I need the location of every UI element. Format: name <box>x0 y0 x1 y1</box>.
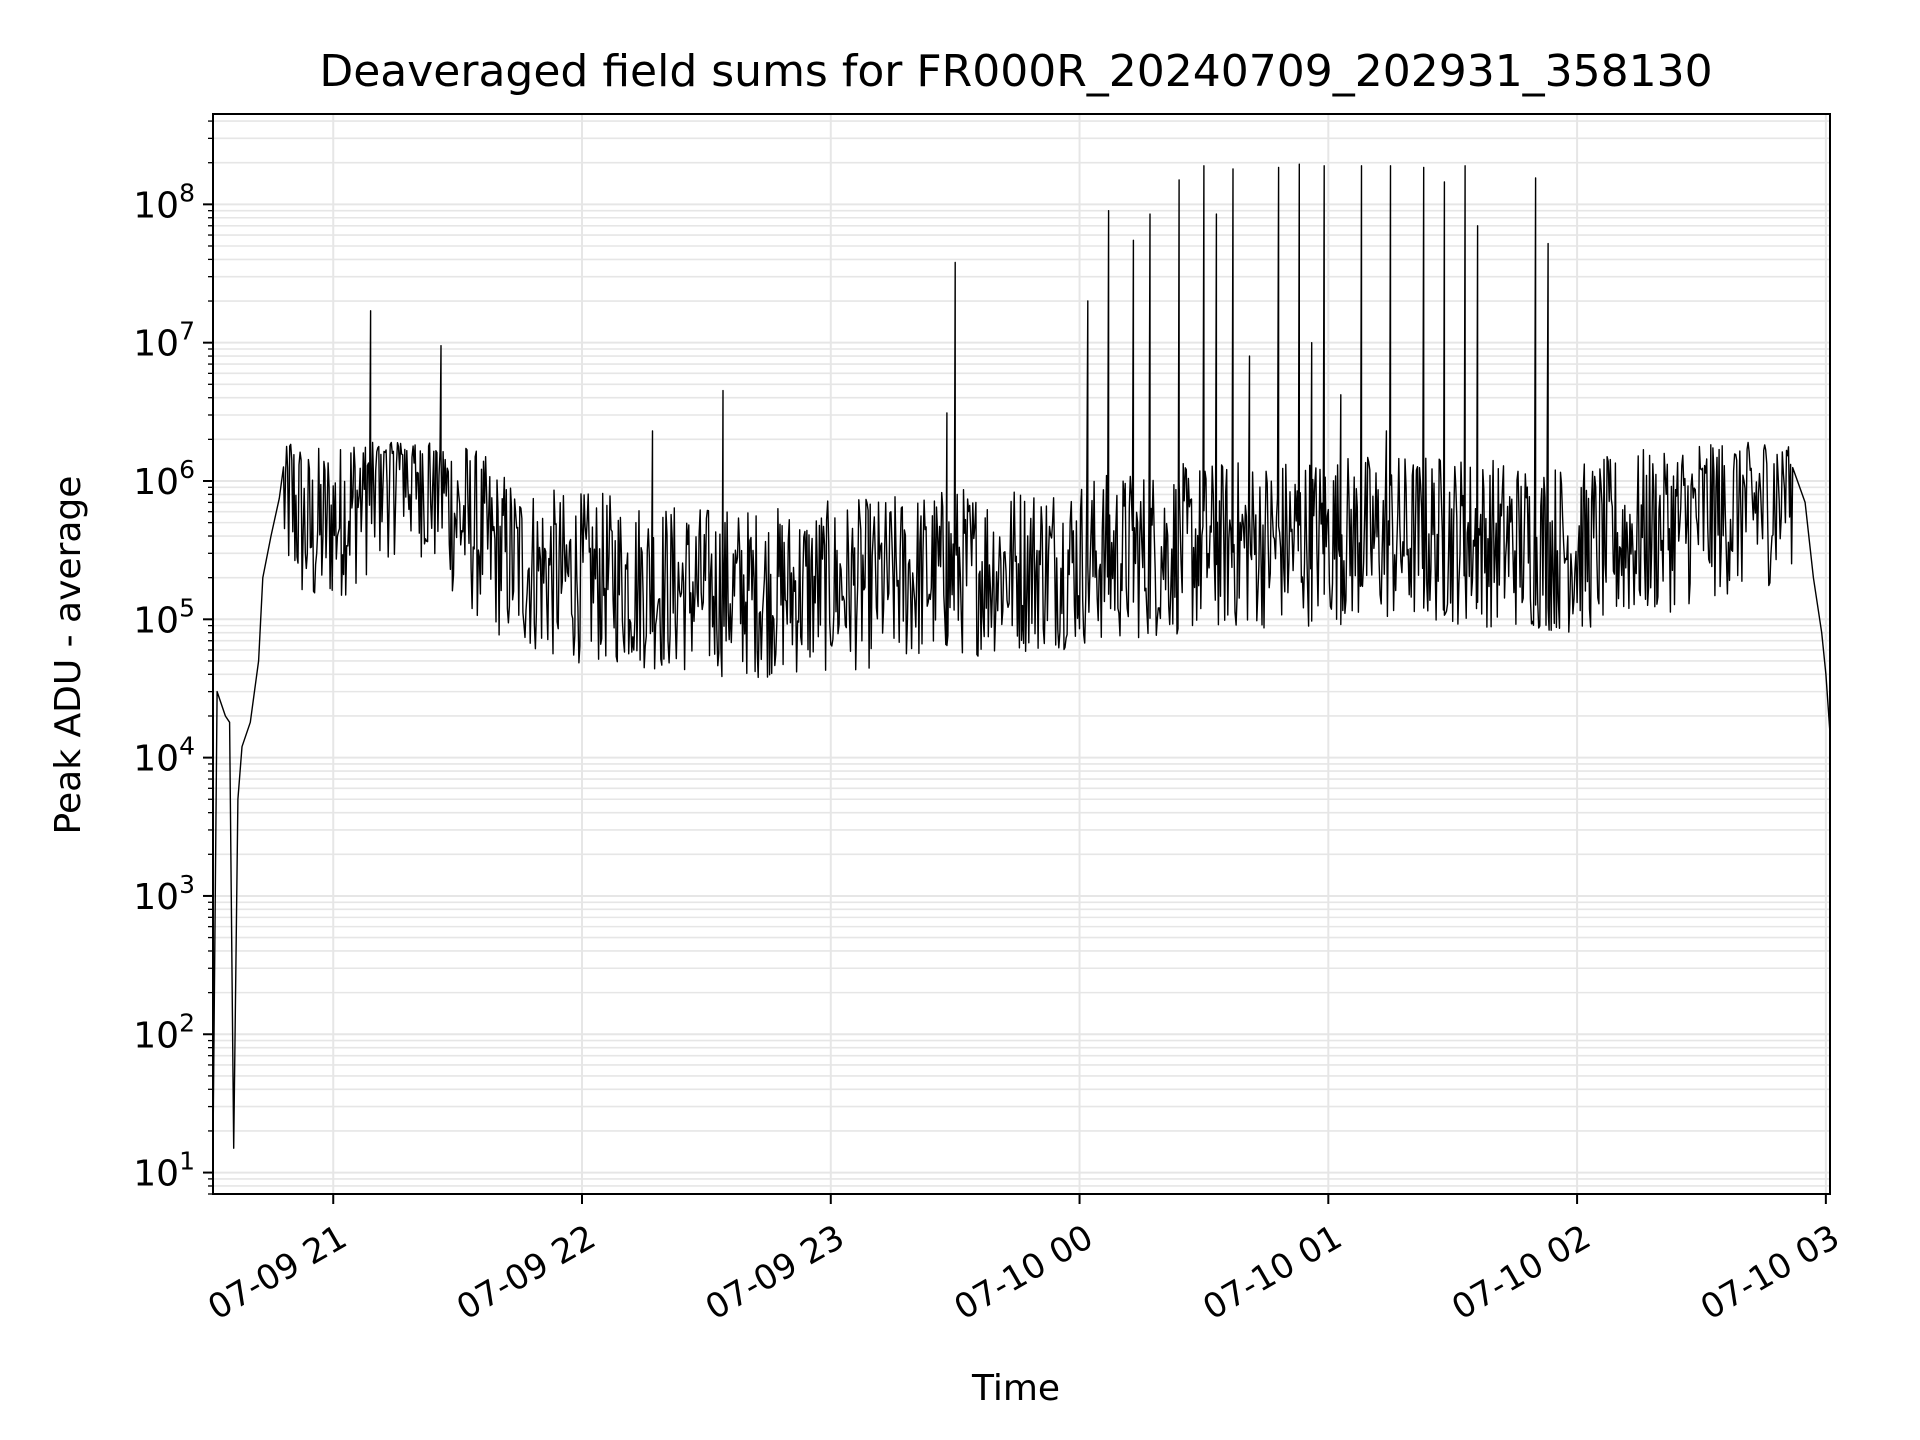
chart-title: Deaveraged field sums for FR000R_2024070… <box>319 46 1712 97</box>
y-axis-label: Peak ADU - average <box>48 476 89 835</box>
plot-frame <box>212 113 1831 1195</box>
y-tick-label: 101 <box>133 1147 195 1195</box>
plot-area <box>212 163 1831 1149</box>
y-axis: 101 102 103 104 105 106 107 108 <box>133 120 213 1195</box>
y-tick-label: 103 <box>133 870 195 918</box>
y-tick-label: 102 <box>133 1008 195 1056</box>
y-tick-label: 108 <box>133 178 195 226</box>
series-line <box>212 163 1831 1149</box>
grid <box>213 114 1830 1195</box>
y-tick-label: 105 <box>133 593 195 641</box>
x-axis-label: Time <box>971 1368 1060 1409</box>
y-tick-label: 106 <box>133 455 195 503</box>
y-tick-label: 104 <box>133 732 195 780</box>
y-tick-label: 107 <box>133 317 195 365</box>
